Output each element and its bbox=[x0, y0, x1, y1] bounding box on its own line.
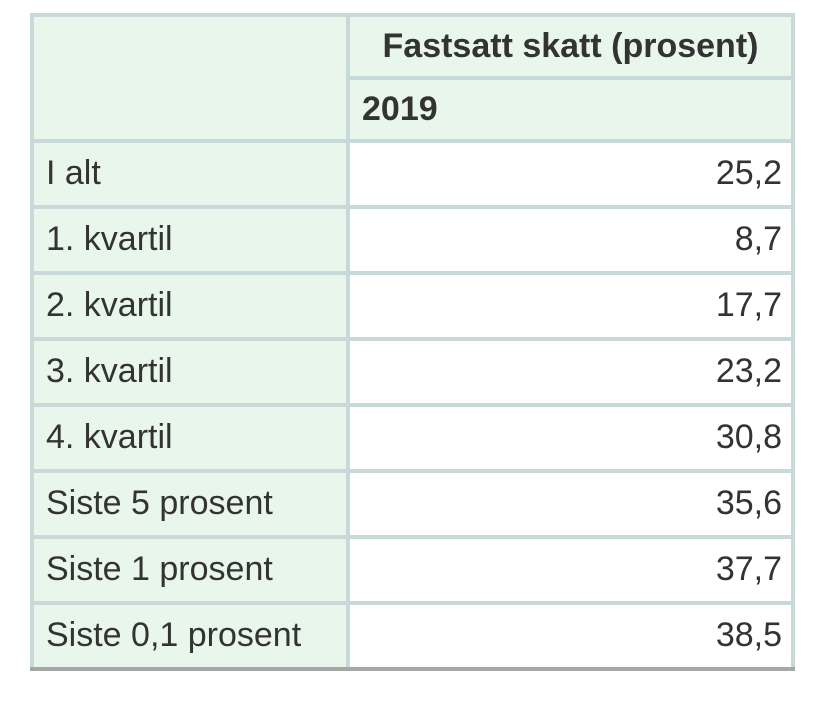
row-value: 17,7 bbox=[346, 271, 795, 341]
table-row: I alt 25,2 bbox=[30, 139, 795, 209]
row-label: 3. kvartil bbox=[30, 337, 350, 407]
row-label: 4. kvartil bbox=[30, 403, 350, 473]
row-value: 35,6 bbox=[346, 469, 795, 539]
row-label: I alt bbox=[30, 139, 350, 209]
table-row: Siste 0,1 prosent 38,5 bbox=[30, 601, 795, 671]
row-label: 2. kvartil bbox=[30, 271, 350, 341]
row-value: 8,7 bbox=[346, 205, 795, 275]
table-row: 3. kvartil 23,2 bbox=[30, 337, 795, 407]
row-label: 1. kvartil bbox=[30, 205, 350, 275]
table-row: 2. kvartil 17,7 bbox=[30, 271, 795, 341]
row-value: 23,2 bbox=[346, 337, 795, 407]
row-value: 37,7 bbox=[346, 535, 795, 605]
row-label: Siste 5 prosent bbox=[30, 469, 350, 539]
header-row-year: 2019 bbox=[32, 76, 795, 143]
table-row: 4. kvartil 30,8 bbox=[30, 403, 795, 473]
table-row: Siste 1 prosent 37,7 bbox=[30, 535, 795, 605]
table-row: Siste 5 prosent 35,6 bbox=[30, 469, 795, 539]
table-row: 1. kvartil 8,7 bbox=[30, 205, 795, 275]
row-label: Siste 1 prosent bbox=[30, 535, 350, 605]
header-row-group: Fastsatt skatt (prosent) bbox=[30, 13, 795, 143]
row-value: 25,2 bbox=[346, 139, 795, 209]
row-value: 38,5 bbox=[346, 601, 795, 671]
tax-statistics-table: Fastsatt skatt (prosent) 2019 I alt 25,2… bbox=[30, 13, 795, 671]
year-header: 2019 bbox=[346, 76, 795, 143]
table-body: I alt 25,2 1. kvartil 8,7 2. kvartil 17,… bbox=[30, 139, 795, 671]
table-header: Fastsatt skatt (prosent) 2019 bbox=[30, 13, 795, 143]
row-label: Siste 0,1 prosent bbox=[30, 601, 350, 671]
corner-cell bbox=[30, 13, 350, 143]
row-value: 30,8 bbox=[346, 403, 795, 473]
column-group-header: Fastsatt skatt (prosent) bbox=[346, 13, 795, 80]
